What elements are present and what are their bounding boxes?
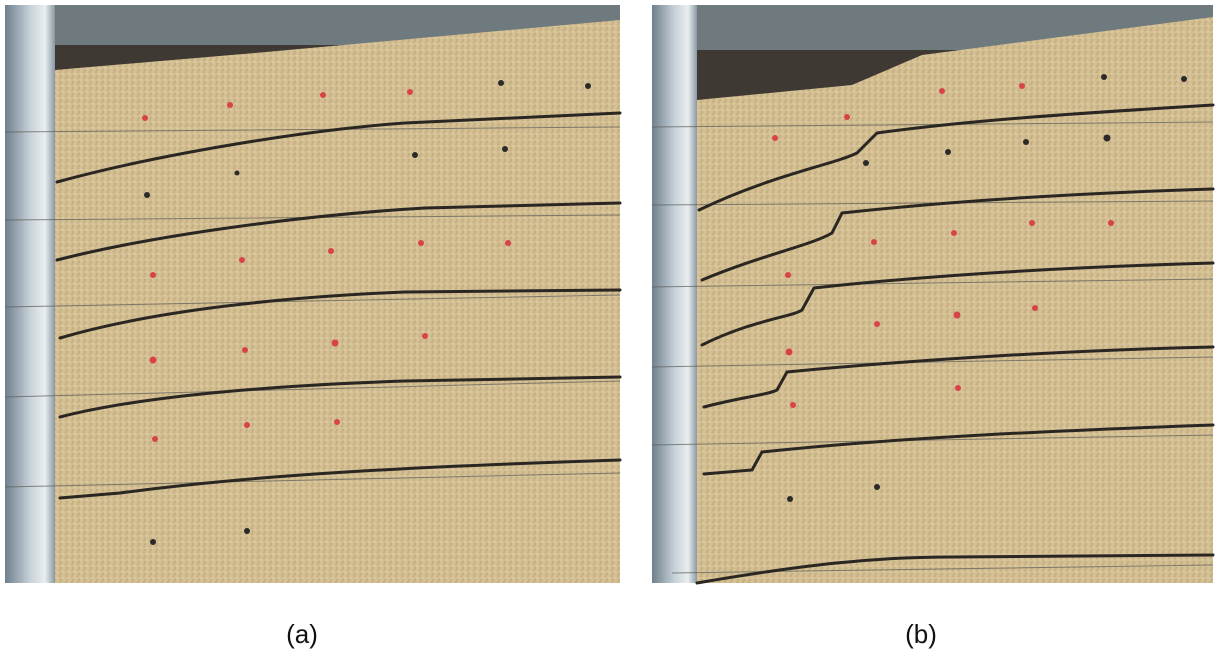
caption: (a) — [286, 619, 318, 649]
photo-a — [4, 5, 622, 583]
caption: (b) — [905, 619, 937, 649]
photo-b — [651, 5, 1215, 585]
